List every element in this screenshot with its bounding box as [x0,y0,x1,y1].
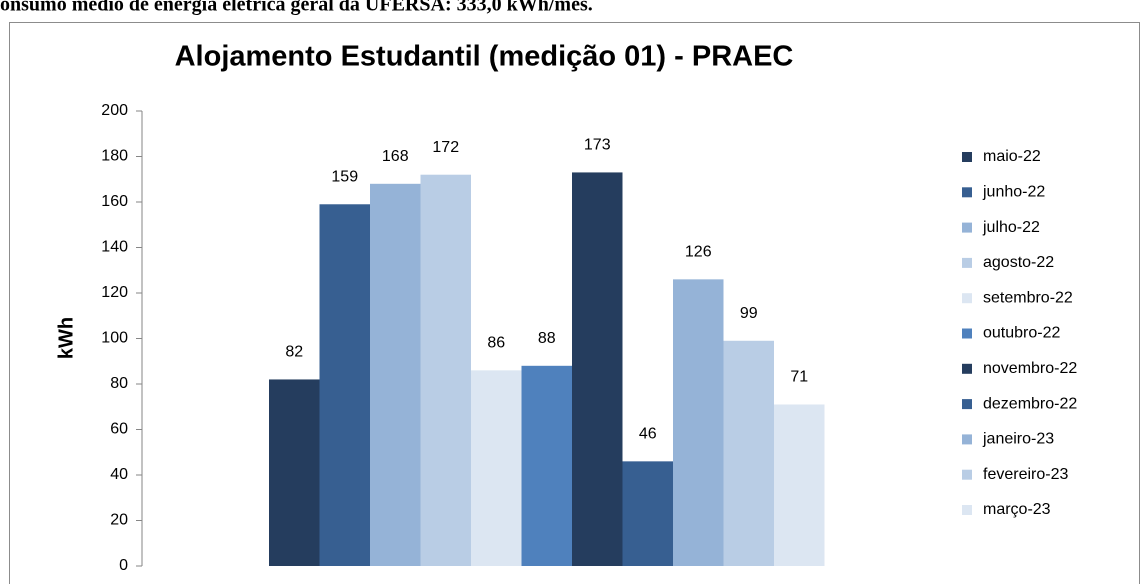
bar [622,461,673,566]
legend-swatch [962,469,972,480]
bar [471,370,522,566]
legend-label: maio-22 [983,148,1041,165]
header-text: onsumo médio de energia elétrica geral d… [0,0,593,16]
y-tick-label: 100 [101,330,128,347]
y-tick-label: 20 [110,512,128,529]
data-label: 172 [432,139,459,156]
y-tick-label: 120 [101,284,128,301]
bar [370,183,421,567]
data-label: 46 [639,426,657,443]
legend-swatch [962,187,972,198]
legend-swatch [962,222,972,233]
legend-label: agosto-22 [983,254,1054,271]
bar [572,172,623,567]
y-tick-label: 140 [101,239,128,256]
y-tick-label: 200 [101,102,128,119]
data-label: 99 [740,305,758,322]
bar [673,279,724,566]
legend-swatch [962,399,972,410]
bar [723,340,774,566]
data-label: 168 [382,148,409,165]
legend-label: julho-22 [982,219,1040,236]
legend-label: setembro-22 [983,289,1073,306]
chart-title: Alojamento Estudantil (medição 01) - PRA… [175,41,794,73]
y-tick-label: 80 [110,375,128,392]
legend-swatch [962,293,972,304]
y-tick-label: 160 [101,193,128,210]
bar [269,379,320,566]
bar [420,174,471,566]
bar [319,204,370,566]
legend-swatch [962,152,972,162]
data-label: 71 [790,369,808,386]
legend-swatch [962,434,972,445]
legend-label: junho-22 [982,184,1045,201]
data-label: 159 [331,168,358,185]
legend-label: outubro-22 [983,325,1060,342]
data-label: 88 [538,330,556,347]
data-label: 126 [685,244,712,261]
legend-label: fevereiro-23 [983,466,1068,483]
y-tick-label: 60 [110,421,128,438]
legend-swatch [962,257,972,268]
legend-swatch [962,328,972,339]
legend-swatch [962,363,972,374]
data-label: 173 [584,137,611,154]
legend-swatch [962,505,972,515]
bar [774,404,825,566]
legend-label: janeiro-23 [982,431,1054,448]
y-tick-label: 40 [110,466,128,483]
y-axis-label: kWh [55,317,77,359]
legend-label: março-23 [983,501,1051,518]
y-tick-label: 180 [101,148,128,165]
bar [521,365,572,566]
data-label: 86 [487,335,505,352]
y-tick-label: 0 [119,557,128,574]
legend-label: dezembro-22 [983,395,1077,412]
data-label: 82 [285,344,303,361]
legend-label: novembro-22 [983,360,1077,377]
